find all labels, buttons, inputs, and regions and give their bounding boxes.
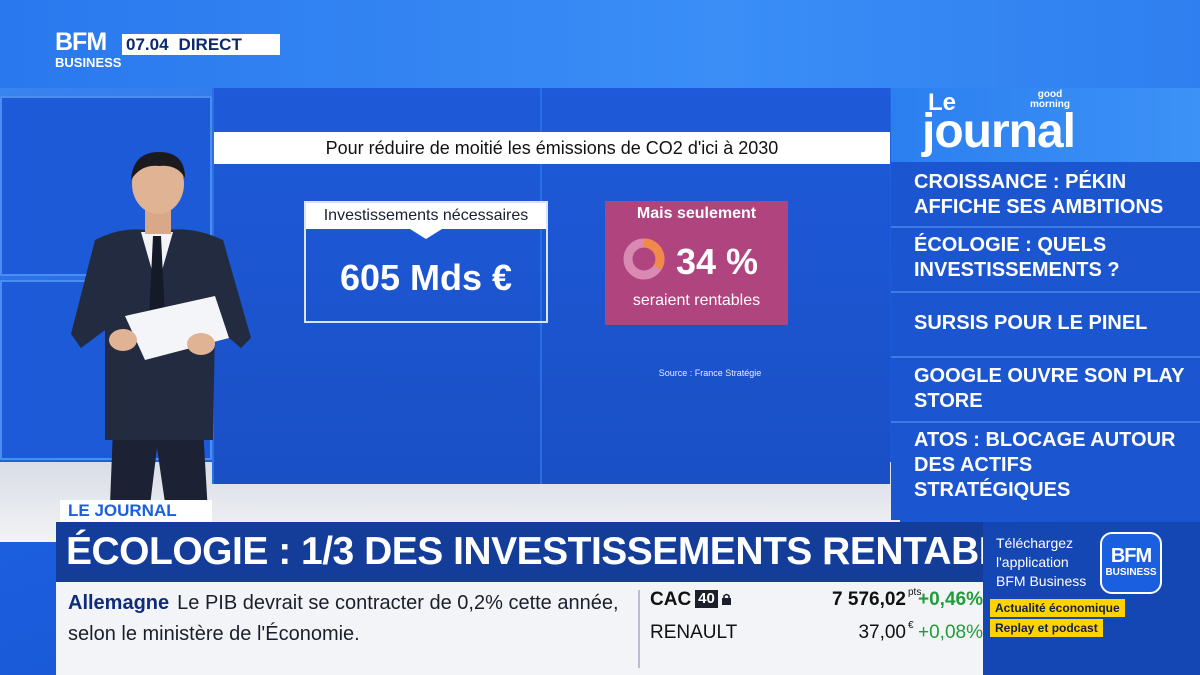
infographic-title: Pour réduire de moitié les émissions de … xyxy=(214,132,890,164)
profitable-box xyxy=(605,201,788,325)
investment-value: 605 Mds € xyxy=(339,257,513,298)
investment-box xyxy=(304,201,548,323)
lock-icon xyxy=(721,593,731,605)
clock-live-box: 07.04 DIRECT xyxy=(122,34,280,55)
investment-label-notch xyxy=(410,229,442,239)
market-name: RENAULT xyxy=(650,622,738,643)
journal-headline: Sursis pour le Pinel xyxy=(914,312,1148,334)
app-logo: BFM BUSINESS xyxy=(1100,532,1162,594)
channel-logo: BFM BUSINESS xyxy=(55,28,122,74)
app-promo xyxy=(983,522,1200,675)
headline-divider xyxy=(891,356,1200,358)
main-headline: ÉCOLOGIE : 1/3 DES INVESTISSEMENTS RENTA… xyxy=(66,530,1054,573)
journal-title-small: Le xyxy=(928,89,957,116)
market-row-renault: RENAULT 37,00 € +0,08% xyxy=(650,620,983,650)
promo-tag-news: Actualité économique xyxy=(990,599,1125,617)
market-badge: 40 xyxy=(695,590,718,608)
market-row-cac: CAC 40 7 576,02 pts +0,46% xyxy=(650,587,983,617)
donut-share-arc xyxy=(623,238,665,280)
journal-headline: Google ouvre son Play Store xyxy=(914,365,1185,412)
ticker-news-text: Le PIB devrait se contracter de 0,2% cet… xyxy=(68,592,619,645)
promo-tag-replay: Replay et podcast xyxy=(990,619,1103,637)
journal-headline: Croissance : Pékin affiche ses ambitions xyxy=(914,171,1164,218)
market-value: 7 576,02 xyxy=(832,589,906,610)
ticker-news-country: Allemagne xyxy=(68,592,170,614)
investment-label: Investissements nécessaires xyxy=(306,203,546,229)
headline-divider xyxy=(891,291,1200,293)
screen-divider xyxy=(540,88,542,484)
profitable-top-text: Mais seulement xyxy=(636,205,757,222)
market-change: +0,08% xyxy=(918,622,983,643)
market-unit: € xyxy=(908,620,914,631)
app-logo-sub: BUSINESS xyxy=(1105,567,1157,578)
live-label: DIRECT xyxy=(178,35,242,54)
app-promo-text: Téléchargez l'application BFM Business xyxy=(996,535,1087,589)
journal-headline: Atos : blocage autour des actifs stratég… xyxy=(914,429,1176,501)
section-tag: LE JOURNAL xyxy=(60,500,212,522)
profitable-percent: 34 % xyxy=(676,241,759,282)
market-change: +0,46% xyxy=(918,589,983,610)
market-unit: pts xyxy=(908,587,922,598)
app-logo-main: BFM xyxy=(1110,545,1152,567)
source-note: Source : France Stratégie xyxy=(658,368,762,378)
ticker-news: Allemagne Le PIB devrait se contracter de… xyxy=(68,588,634,652)
good-morning-badge: good morning xyxy=(1030,89,1070,110)
profitable-donut-icon xyxy=(623,238,665,280)
journal-panel-header xyxy=(891,88,1200,162)
journal-title-big: journal xyxy=(922,105,1076,158)
headline-divider xyxy=(891,421,1200,423)
market-name: CAC 40 xyxy=(650,589,731,611)
clock-time: 07.04 xyxy=(126,35,169,54)
logo-text-sub: BUSINESS xyxy=(55,55,122,70)
ticker-divider xyxy=(638,590,640,668)
headline-bar xyxy=(56,522,983,582)
news-ticker xyxy=(56,582,983,675)
logo-text-main: BFM xyxy=(55,28,107,56)
market-value: 37,00 xyxy=(858,622,906,643)
presenter-figure xyxy=(71,152,251,530)
headline-divider xyxy=(891,226,1200,228)
profitable-bottom-text: seraient rentables xyxy=(632,292,761,309)
journal-headline: Écologie : quels investissements ? xyxy=(914,234,1120,281)
